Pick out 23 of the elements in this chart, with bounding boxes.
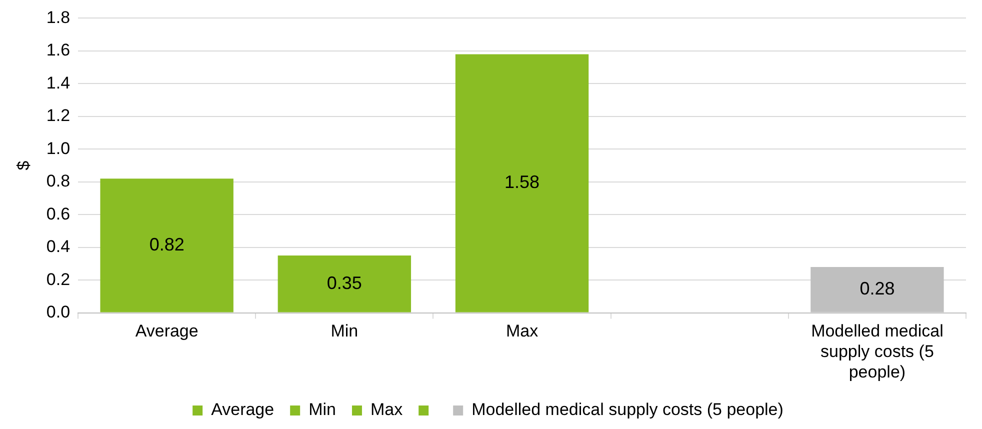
y-tick-label: 0.2 xyxy=(46,270,70,289)
y-tick-label: 0.6 xyxy=(46,204,70,224)
legend-label: Min xyxy=(308,400,336,420)
y-axis-title: $ xyxy=(14,160,33,170)
y-tick-label: 0.8 xyxy=(46,172,70,191)
data-label: 0.35 xyxy=(326,272,362,293)
legend-label: Average xyxy=(211,400,274,420)
y-tick-label: 1.0 xyxy=(46,138,70,158)
x-tick-label: Min xyxy=(330,322,358,341)
legend-label: Modelled medical supply costs (5 people) xyxy=(472,400,784,420)
x-tick-label: Max xyxy=(506,322,539,341)
data-label: 0.28 xyxy=(860,278,895,299)
x-tick-label: Average xyxy=(135,322,198,341)
y-tick-label: 1.2 xyxy=(46,106,70,126)
data-label: 1.58 xyxy=(504,172,540,192)
y-tick-label: 0.0 xyxy=(46,302,70,322)
y-tick-label: 0.4 xyxy=(46,237,70,256)
legend-label: Max xyxy=(370,400,404,420)
y-tick-label: 1.4 xyxy=(46,73,70,92)
x-tick-label: Modelled medical supply costs (5 people) xyxy=(811,322,944,382)
y-tick-label: 1.8 xyxy=(46,8,70,27)
data-label: 0.82 xyxy=(149,234,184,254)
y-tick-label: 1.6 xyxy=(46,40,70,60)
